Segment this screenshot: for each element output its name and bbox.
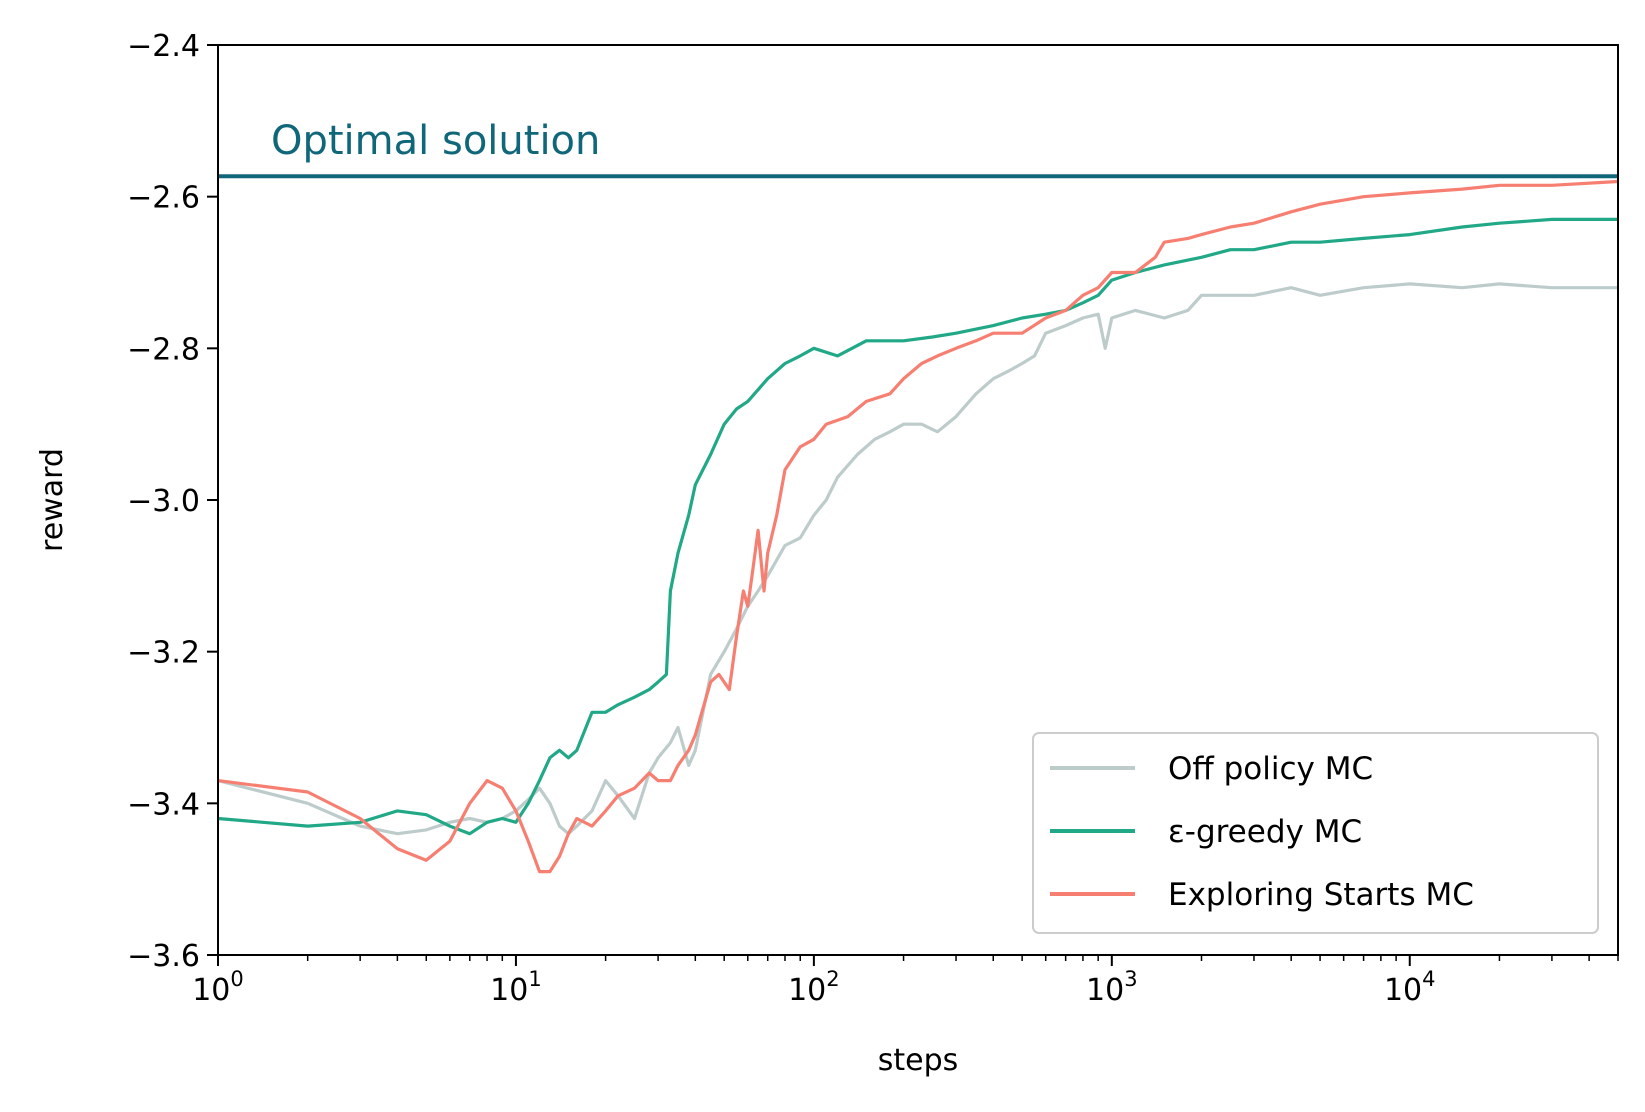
legend-label: Exploring Starts MC (1168, 877, 1474, 913)
y-tick-label: −3.4 (127, 787, 200, 822)
x-tick-label: 104 (1384, 967, 1436, 1008)
x-axis: 100 101 102 103 104 (192, 955, 1619, 1008)
legend-label: Off policy MC (1168, 751, 1373, 787)
y-tick-label: −3.0 (127, 484, 200, 519)
y-tick-label: −3.6 (127, 939, 200, 974)
x-tick-label: 103 (1086, 967, 1138, 1008)
legend-label: ε-greedy MC (1168, 814, 1362, 850)
x-tick-label: 101 (490, 967, 542, 1008)
y-tick-label: −2.6 (127, 181, 200, 216)
series-line-1 (217, 217, 1618, 836)
series-line-0 (217, 282, 1618, 836)
x-tick-label: 100 (192, 967, 244, 1008)
y-axis: −2.4 −2.6 −2.8 −3.0 −3.2 −3.4 −3.6 (127, 29, 218, 974)
y-tick-label: −3.2 (127, 636, 200, 671)
legend-box (1032, 732, 1599, 934)
y-axis-label: reward (35, 448, 70, 552)
reference-layer: Optimal solution (218, 118, 1618, 179)
series-line-2 (217, 179, 1619, 874)
optimal-solution-label: Optimal solution (271, 118, 600, 164)
legend: Off policy MC ε-greedy MC Exploring Starts… (1032, 732, 1599, 934)
series-layer (217, 179, 1619, 874)
y-tick-label: −2.8 (127, 332, 200, 367)
x-tick-label: 102 (788, 967, 840, 1008)
x-axis-label: steps (878, 1043, 959, 1078)
y-tick-label: −2.4 (127, 29, 200, 64)
